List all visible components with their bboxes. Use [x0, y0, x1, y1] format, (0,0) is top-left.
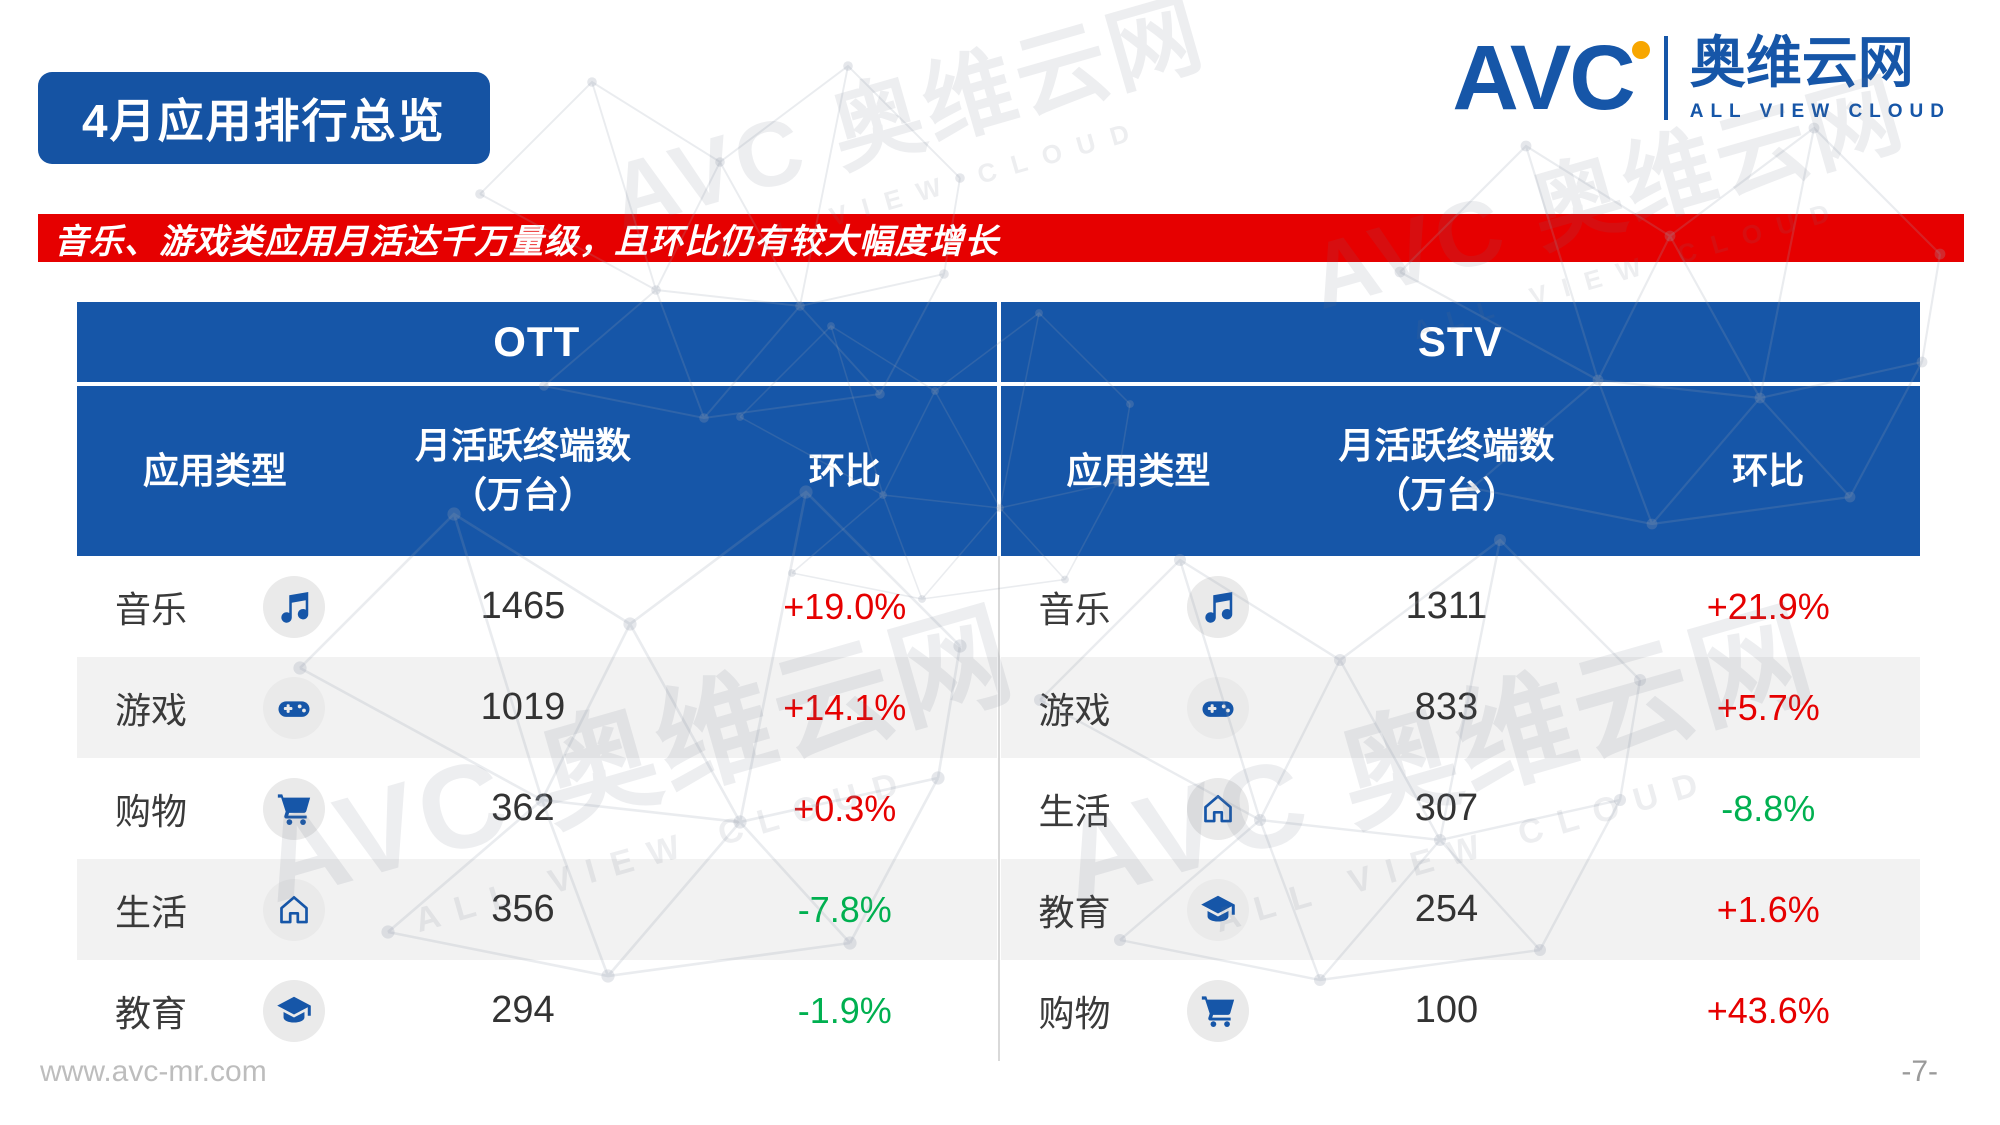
value-cell: 254 [1414, 888, 1479, 930]
value-cell: 1465 [480, 585, 566, 627]
change-cell: -8.8% [1721, 787, 1816, 829]
home-icon [1186, 777, 1249, 840]
education-icon [1186, 878, 1249, 941]
column-header-value-line1: 月活跃终端数 [1338, 425, 1555, 467]
value-cell: 1019 [480, 686, 566, 728]
change-cell: +0.3% [793, 787, 897, 829]
footer-page-number: -7- [1901, 1055, 1938, 1088]
subtitle-text: 音乐、游戏类应用月活达千万量级，且环比仍有较大幅度增长 [54, 222, 999, 261]
watermark-tagline: ALL VIEW CLOUD [709, 113, 1148, 266]
education-icon [263, 979, 325, 1042]
ott-table-rows: 音乐 1465 +19.0% 游戏 1019 +14.1% 购物 362 +0.3% 生活 356 -… [77, 556, 997, 1061]
ott-table: OTT 应用类型 月活跃终端数 （万台） 环比 音乐 1465 +19.0% 游戏 10… [77, 302, 997, 1061]
column-header-value: 月活跃终端数 （万台） [353, 386, 693, 556]
logo-tagline: ALL VIEW CLOUD [1689, 100, 1951, 122]
table-row: 生活 356 -7.8% [77, 859, 997, 960]
column-header-category: 应用类型 [142, 449, 287, 491]
change-cell: +43.6% [1706, 989, 1830, 1031]
column-header-category: 应用类型 [1066, 449, 1211, 491]
gamepad-icon [263, 676, 325, 739]
category-cell: 游戏 [77, 657, 353, 758]
gamepad-icon [1186, 676, 1249, 739]
change-cell: -7.8% [797, 888, 892, 930]
cart-icon [263, 777, 325, 840]
change-cell: -1.9% [797, 989, 892, 1031]
category-label: 教育 [1038, 891, 1111, 933]
column-header-value-line2: （万台） [1374, 474, 1519, 515]
value-cell: 1311 [1405, 585, 1488, 627]
category-cell: 音乐 [77, 556, 353, 657]
category-cell: 教育 [77, 960, 353, 1061]
category-label: 购物 [1038, 992, 1111, 1034]
table-center-divider [997, 556, 1000, 1061]
category-label: 购物 [115, 790, 188, 832]
music-icon [1186, 575, 1249, 638]
category-label: 教育 [115, 992, 188, 1034]
category-cell: 音乐 [1001, 556, 1277, 657]
category-cell: 生活 [1001, 758, 1277, 859]
page-title-banner: 4月应用排行总览 [38, 72, 490, 164]
value-cell: 833 [1414, 686, 1479, 728]
category-cell: 购物 [1001, 960, 1277, 1061]
value-cell: 294 [491, 989, 555, 1031]
category-cell: 购物 [77, 758, 353, 859]
category-cell: 生活 [77, 859, 353, 960]
stv-table-header: 应用类型 月活跃终端数 （万台） 环比 [1000, 386, 1920, 556]
category-cell: 教育 [1001, 859, 1277, 960]
logo-abbr-text: AVC [1452, 26, 1635, 129]
change-cell: +5.7% [1716, 686, 1820, 728]
logo-name: 奥维云网 [1689, 31, 1914, 94]
column-header-value-line1: 月活跃终端数 [414, 425, 631, 467]
stv-table: STV 应用类型 月活跃终端数 （万台） 环比 音乐 1311 +21.9% 游戏 83… [1000, 302, 1920, 1061]
change-cell: +14.1% [783, 686, 907, 728]
avc-logo: AVC 奥维云网 ALL VIEW CLOUD [1452, 31, 1951, 124]
tables-container: OTT 应用类型 月活跃终端数 （万台） 环比 音乐 1465 +19.0% 游戏 10… [77, 302, 1920, 1061]
table-row: 生活 307 -8.8% [1000, 758, 1920, 859]
column-header-change: 环比 [808, 449, 881, 491]
ott-table-header: 应用类型 月活跃终端数 （万台） 环比 [77, 386, 997, 556]
table-row: 购物 362 +0.3% [77, 758, 997, 859]
table-row: 游戏 1019 +14.1% [77, 657, 997, 758]
logo-abbr: AVC [1452, 32, 1650, 124]
category-label: 音乐 [1038, 588, 1111, 630]
change-cell: +19.0% [783, 585, 907, 627]
stv-table-title: STV [1000, 302, 1920, 386]
stv-table-rows: 音乐 1311 +21.9% 游戏 833 +5.7% 生活 307 -8.8% 教育 254 +1.… [1000, 556, 1920, 1061]
table-row: 游戏 833 +5.7% [1000, 657, 1920, 758]
category-label: 游戏 [1038, 689, 1111, 731]
category-label: 音乐 [115, 588, 188, 630]
table-row: 教育 294 -1.9% [77, 960, 997, 1061]
table-row: 音乐 1311 +21.9% [1000, 556, 1920, 657]
category-label: 生活 [115, 891, 188, 933]
column-header-value-line2: （万台） [450, 474, 595, 515]
logo-divider [1663, 36, 1668, 121]
value-cell: 356 [491, 888, 555, 930]
home-icon [263, 878, 325, 941]
logo-orange-dot-icon [1631, 40, 1650, 59]
category-label: 游戏 [115, 689, 188, 731]
value-cell: 362 [491, 787, 555, 829]
table-row: 教育 254 +1.6% [1000, 859, 1920, 960]
cart-icon [1186, 979, 1249, 1042]
column-header-change: 环比 [1732, 449, 1805, 491]
category-cell: 游戏 [1001, 657, 1277, 758]
value-cell: 307 [1414, 787, 1479, 829]
column-header-value: 月活跃终端数 （万台） [1276, 386, 1616, 556]
value-cell: 100 [1414, 989, 1479, 1031]
footer-website: www.avc-mr.com [40, 1055, 267, 1088]
change-cell: +1.6% [1716, 888, 1820, 930]
logo-wordmark: 奥维云网 ALL VIEW CLOUD [1689, 31, 1951, 123]
subtitle-bar: 音乐、游戏类应用月活达千万量级，且环比仍有较大幅度增长 [38, 214, 1964, 262]
change-cell: +21.9% [1706, 585, 1830, 627]
table-row: 购物 100 +43.6% [1000, 960, 1920, 1061]
ott-table-title: OTT [77, 302, 997, 386]
table-row: 音乐 1465 +19.0% [77, 556, 997, 657]
music-icon [263, 575, 325, 638]
category-label: 生活 [1038, 790, 1111, 832]
page-title: 4月应用排行总览 [82, 95, 446, 147]
